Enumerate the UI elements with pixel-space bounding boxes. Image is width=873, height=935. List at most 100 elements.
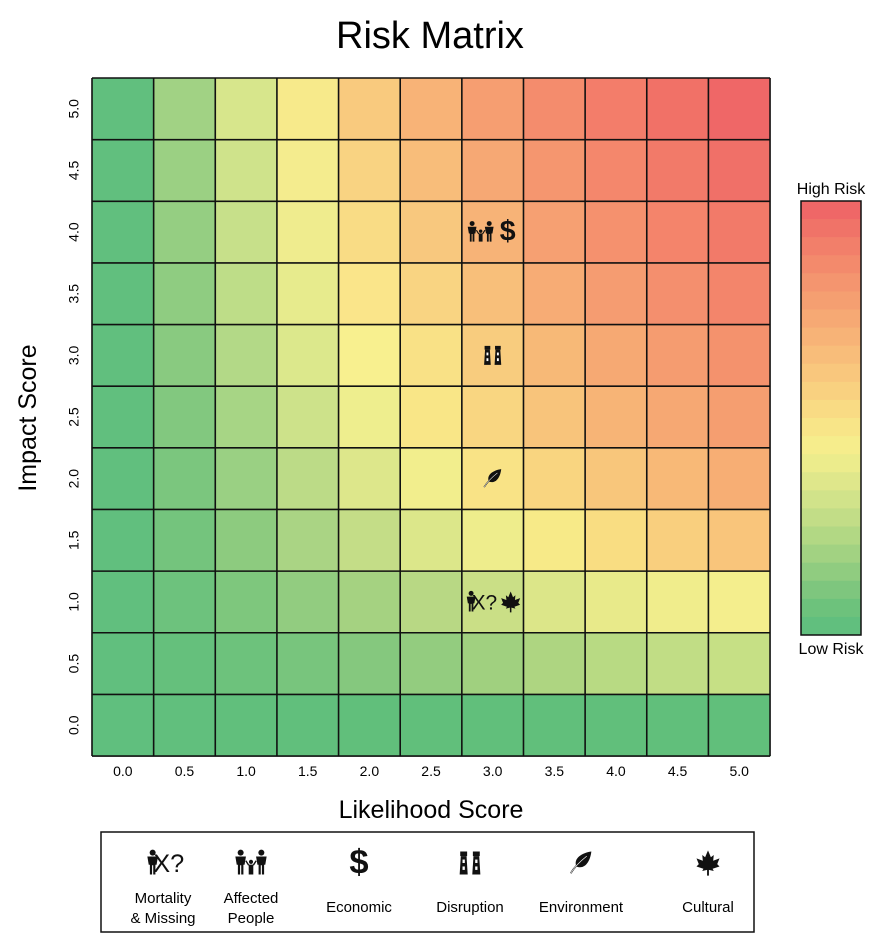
- matrix-cell: [276, 78, 340, 141]
- y-tick-label: 0.0: [66, 715, 82, 735]
- matrix-cell: [585, 694, 648, 757]
- matrix-cell: [92, 571, 155, 634]
- matrix-cell: [276, 386, 340, 449]
- legend-label: Mortality: [135, 890, 192, 907]
- matrix-cell: [646, 324, 709, 387]
- colorbar-segment: [801, 472, 861, 491]
- matrix-cell: [338, 447, 401, 510]
- matrix-cell: [523, 139, 586, 202]
- matrix-cell: [92, 139, 155, 202]
- colorbar-segment: [801, 237, 861, 256]
- matrix-cell: [646, 386, 709, 449]
- matrix-cell: [585, 509, 648, 572]
- matrix-cell: [646, 694, 709, 757]
- legend-label: Disruption: [436, 899, 504, 916]
- matrix-cell: [153, 632, 216, 695]
- colorbar-low-label: Low Risk: [799, 641, 865, 658]
- matrix-cell: [523, 694, 586, 757]
- matrix-cell: [461, 632, 524, 695]
- y-tick-label: 4.5: [66, 161, 82, 181]
- colorbar-segment: [801, 418, 861, 437]
- legend-label: & Missing: [130, 910, 195, 927]
- matrix-cell: [153, 139, 216, 202]
- matrix-cell: [276, 694, 340, 757]
- y-axis-ticks: 0.0 0.5 1.0 1.5 2.0 2.5 3.0 3.5 4.0 4.5 5.0: [66, 99, 82, 735]
- matrix-cell: [153, 694, 216, 757]
- matrix-cell: [523, 78, 586, 141]
- x-tick-label: 2.0: [360, 763, 380, 779]
- matrix-cell: [523, 324, 586, 387]
- affected-people-icon: [467, 221, 494, 242]
- matrix-cell: [153, 571, 216, 634]
- disruption-icon: [484, 345, 502, 365]
- matrix-cell: [708, 632, 771, 695]
- matrix-cell: [400, 139, 463, 202]
- matrix-cell: [153, 447, 216, 510]
- colorbar-segment: [801, 327, 861, 347]
- legend-label: Affected: [224, 890, 279, 907]
- matrix-cell: [523, 632, 586, 695]
- svg-text:$: $: [500, 216, 516, 248]
- colorbar-segment: [801, 399, 861, 419]
- colorbar-segment: [801, 580, 861, 600]
- matrix-cell: [585, 632, 648, 695]
- matrix-cell: [646, 571, 709, 634]
- matrix-cell: [523, 509, 586, 572]
- x-tick-label: 0.0: [113, 763, 133, 779]
- matrix-cell: [585, 262, 648, 326]
- mortality-missing-icon: X?: [147, 849, 184, 878]
- matrix-cell: [276, 447, 340, 510]
- matrix-cell: [523, 386, 586, 449]
- matrix-cell: [215, 694, 278, 757]
- legend-label: Environment: [539, 899, 624, 916]
- matrix-cell: [338, 78, 401, 141]
- y-tick-label: 1.0: [66, 592, 82, 612]
- matrix-cell: [400, 262, 463, 326]
- matrix-cell: [461, 78, 524, 141]
- matrix-cell: [215, 201, 278, 264]
- risk-marker: X?: [466, 590, 521, 615]
- y-tick-label: 4.0: [66, 222, 82, 242]
- matrix-cell: [153, 201, 216, 264]
- matrix-cell: [215, 386, 278, 449]
- colorbar-segment: [801, 526, 861, 546]
- cultural-icon: [696, 850, 720, 876]
- x-axis-label: Likelihood Score: [339, 796, 524, 824]
- matrix-cell: [708, 139, 771, 202]
- x-tick-label: 2.5: [421, 763, 441, 779]
- matrix-cells: [92, 78, 771, 757]
- matrix-cell: [338, 694, 401, 757]
- y-tick-label: 0.5: [66, 654, 82, 674]
- matrix-cell: [585, 139, 648, 202]
- matrix-cell: [400, 386, 463, 449]
- legend-item-mortality-missing: X? Mortality & Missing: [130, 849, 196, 927]
- x-tick-label: 5.0: [729, 763, 749, 779]
- colorbar-segment: [801, 454, 861, 473]
- legend-label: Economic: [326, 899, 392, 916]
- matrix-cell: [92, 324, 155, 387]
- legend-label: People: [228, 910, 275, 927]
- matrix-cell: [708, 571, 771, 634]
- cultural-icon: [501, 591, 521, 613]
- matrix-cell: [276, 201, 340, 264]
- matrix-cell: [153, 324, 216, 387]
- economic-icon: $: [500, 216, 516, 248]
- matrix-cell: [646, 262, 709, 326]
- colorbar-segment: [801, 291, 861, 310]
- legend-item-economic: $ Economic: [326, 843, 392, 916]
- chart-title: Risk Matrix: [336, 15, 524, 57]
- matrix-cell: [646, 78, 709, 141]
- affected-people-icon: [235, 849, 267, 875]
- matrix-cell: [276, 632, 340, 695]
- matrix-cell: [585, 201, 648, 264]
- y-tick-label: 3.5: [66, 284, 82, 304]
- risk-marker: $: [467, 216, 516, 248]
- disruption-icon: [459, 851, 481, 875]
- y-axis-label: Impact Score: [14, 344, 42, 491]
- matrix-cell: [461, 386, 524, 449]
- colorbar-segment: [801, 508, 861, 527]
- colorbar-segment: [801, 616, 861, 636]
- colorbar: [800, 200, 862, 636]
- x-tick-label: 1.5: [298, 763, 318, 779]
